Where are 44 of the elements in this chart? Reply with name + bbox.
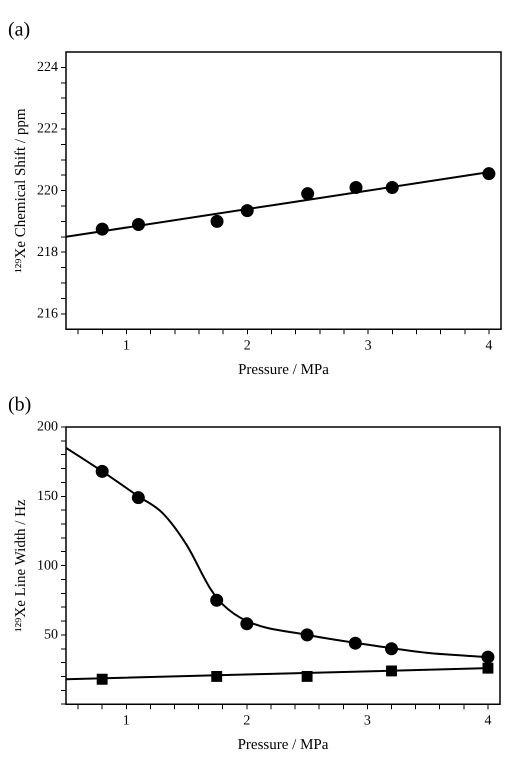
point bbox=[348, 636, 362, 650]
point bbox=[482, 662, 494, 674]
chart-title: (b) bbox=[8, 393, 32, 416]
x-tick-label: 4 bbox=[484, 713, 492, 728]
point bbox=[481, 650, 494, 664]
y-tick-label: 222 bbox=[37, 122, 58, 137]
point bbox=[350, 181, 362, 194]
point bbox=[132, 491, 145, 504]
point bbox=[386, 181, 399, 194]
x-tick-label: 1 bbox=[122, 338, 130, 354]
point bbox=[96, 674, 108, 685]
chart-title: (a) bbox=[8, 18, 30, 40]
y-tick-label: 150 bbox=[37, 488, 58, 504]
x-tick-label: 2 bbox=[243, 713, 250, 728]
point bbox=[211, 671, 222, 682]
point bbox=[210, 214, 224, 228]
point bbox=[386, 665, 397, 676]
x-tick-label: 4 bbox=[485, 338, 492, 354]
y-axis-title: ¹²⁹Xe Line Width / Hz bbox=[12, 499, 29, 632]
y-axis-title: ¹²⁹Xe Chemical Shift / ppm bbox=[12, 108, 29, 273]
y-tick-label: 224 bbox=[37, 60, 58, 76]
y-tick-label: 100 bbox=[37, 558, 58, 574]
point bbox=[96, 464, 109, 478]
point bbox=[96, 222, 109, 236]
y-tick-label: 218 bbox=[37, 244, 58, 260]
point bbox=[385, 642, 398, 656]
x-tick-label: 3 bbox=[364, 338, 372, 354]
x-tick-label: 1 bbox=[122, 713, 130, 728]
x-tick-label: 2 bbox=[244, 338, 251, 354]
point bbox=[302, 671, 313, 682]
y-tick-label: 216 bbox=[37, 306, 58, 322]
point bbox=[482, 167, 496, 180]
point bbox=[300, 628, 314, 642]
point bbox=[210, 594, 224, 607]
x-axis-title: Pressure / MPa bbox=[238, 736, 329, 753]
point bbox=[301, 187, 314, 200]
point bbox=[132, 218, 145, 231]
x-axis-title: Pressure / MPa bbox=[238, 362, 330, 378]
point bbox=[240, 617, 254, 630]
y-tick-label: 220 bbox=[37, 183, 58, 198]
y-tick-label: 50 bbox=[44, 628, 58, 643]
point bbox=[240, 204, 254, 218]
x-tick-label: 3 bbox=[364, 713, 371, 728]
y-tick-label: 200 bbox=[37, 420, 58, 435]
